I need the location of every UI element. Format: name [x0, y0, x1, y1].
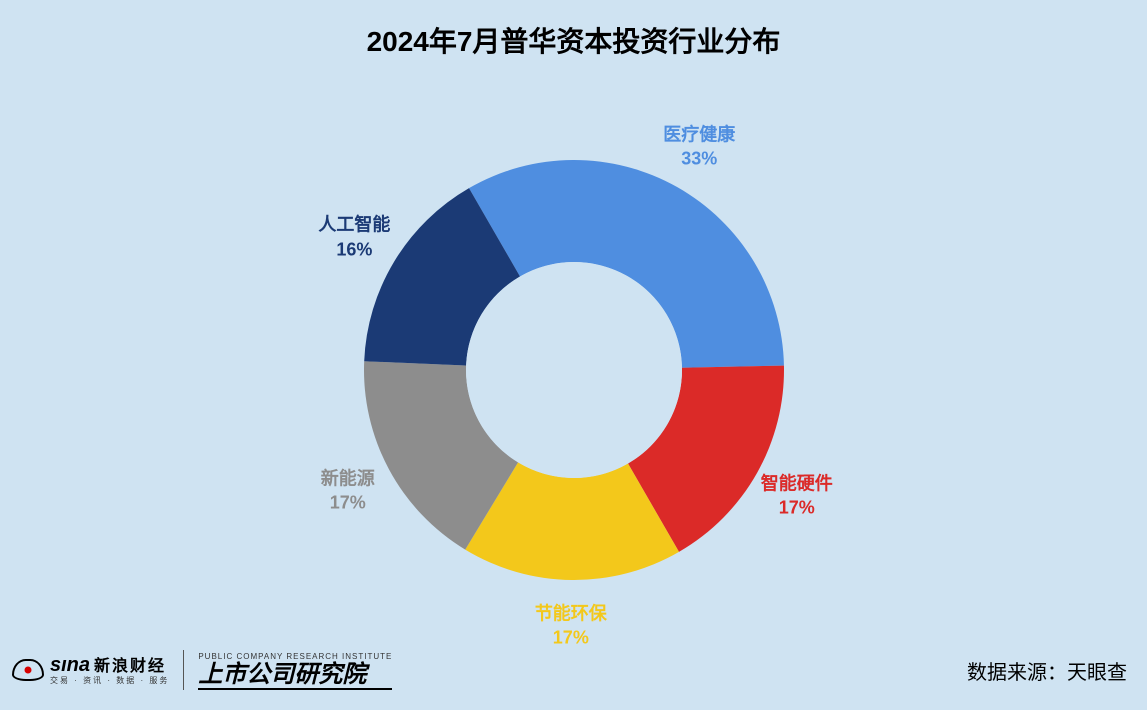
slice-label-医疗健康: 医疗健康33% — [663, 123, 735, 172]
slice-label-pct: 17% — [761, 496, 833, 520]
sina-brand-sub: 交易 · 资讯 · 数据 · 服务 — [50, 677, 169, 685]
institute-logo: PUBLIC COMPANY RESEARCH INSTITUTE 上市公司研究… — [198, 653, 392, 687]
slice-label-pct: 33% — [663, 147, 735, 171]
slice-label-智能硬件: 智能硬件17% — [761, 471, 833, 520]
donut-chart: 医疗健康33%智能硬件17%节能环保17%新能源17%人工智能16% — [364, 160, 784, 580]
slice-label-人工智能: 人工智能16% — [318, 213, 390, 262]
sina-text: sına 新浪财经 交易 · 资讯 · 数据 · 服务 — [50, 655, 169, 685]
footer-separator — [183, 650, 184, 690]
sina-eye-icon — [12, 659, 44, 681]
slice-label-pct: 17% — [535, 626, 607, 650]
slice-label-新能源: 新能源17% — [321, 467, 375, 516]
slice-label-节能环保: 节能环保17% — [535, 602, 607, 651]
slice-label-name: 智能硬件 — [761, 471, 833, 495]
institute-en: PUBLIC COMPANY RESEARCH INSTITUTE — [198, 653, 392, 661]
slice-label-name: 人工智能 — [318, 213, 390, 237]
chart-title: 2024年7月普华资本投资行业分布 — [0, 20, 1147, 60]
page: 2024年7月普华资本投资行业分布 医疗健康33%智能硬件17%节能环保17%新… — [0, 0, 1147, 710]
slice-label-pct: 17% — [321, 491, 375, 515]
data-source: 数据来源：天眼查 — [967, 656, 1127, 685]
slice-label-name: 医疗健康 — [663, 123, 735, 147]
footer-left: sına 新浪财经 交易 · 资讯 · 数据 · 服务 PUBLIC COMPA… — [12, 650, 392, 690]
institute-cn: 上市公司研究院 — [198, 663, 392, 687]
sina-brand-cn: 新浪财经 — [94, 659, 166, 675]
donut-svg — [364, 160, 784, 580]
sina-logo: sına 新浪财经 交易 · 资讯 · 数据 · 服务 — [12, 655, 169, 685]
slice-label-name: 节能环保 — [535, 602, 607, 626]
slice-label-name: 新能源 — [321, 467, 375, 491]
sina-brand-en: sına — [50, 655, 90, 675]
slice-label-pct: 16% — [318, 237, 390, 261]
donut-hole — [466, 262, 682, 478]
